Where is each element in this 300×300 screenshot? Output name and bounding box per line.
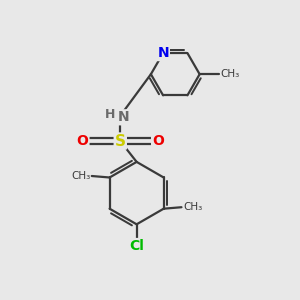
Text: CH₃: CH₃ (71, 171, 90, 181)
Text: Cl: Cl (129, 239, 144, 253)
Text: O: O (76, 134, 88, 148)
Text: CH₃: CH₃ (183, 202, 202, 212)
Text: N: N (117, 110, 129, 124)
Text: H: H (105, 108, 115, 121)
Text: N: N (157, 46, 169, 60)
Text: O: O (152, 134, 164, 148)
Text: S: S (115, 134, 126, 148)
Text: CH₃: CH₃ (220, 69, 240, 79)
